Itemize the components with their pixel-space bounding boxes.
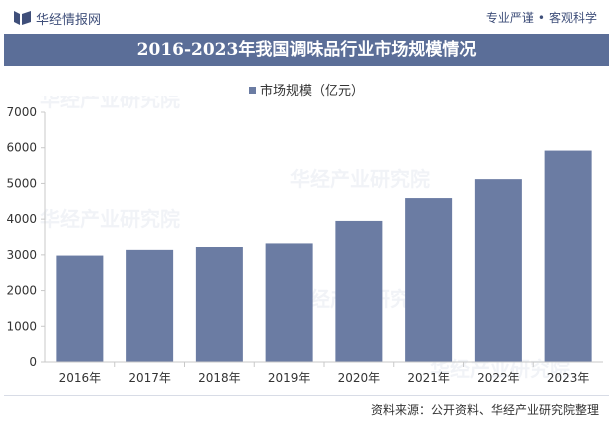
bar: [405, 198, 453, 362]
x-tick-label: 2020年: [338, 371, 381, 385]
y-tick-label: 4000: [6, 212, 37, 226]
x-tick-label: 2022年: [477, 371, 520, 385]
brand-name: 华经情报网: [36, 13, 102, 28]
y-tick-label: 7000: [6, 105, 37, 119]
bar: [126, 249, 174, 362]
watermark-text: 华经产业研究院: [290, 167, 430, 191]
y-tick-label: 1000: [6, 319, 37, 333]
x-axis: 2016年 2017年 2018年 2019年 2020年 2021年 2022年 2023年: [45, 361, 603, 385]
bar-chart: 华经产业研究院华经产业研究院华经产业研究院华经产业研究院华经产业研究院 0100…: [6, 96, 603, 385]
slogan-left: 专业严谨: [485, 11, 534, 25]
x-tick-label: 2021年: [407, 371, 450, 385]
x-tick-label: 2017年: [128, 371, 171, 385]
bar: [265, 243, 313, 362]
y-tick-label: 0: [29, 355, 37, 369]
x-tick-label: 2023年: [547, 371, 590, 385]
bar: [195, 247, 243, 362]
bar: [544, 150, 592, 362]
x-tick-label: 2018年: [198, 371, 241, 385]
legend: 市场规模（亿元）: [0, 80, 613, 99]
chart-title: 2016-2023年我国调味品行业市场规模情况: [4, 34, 609, 66]
legend-swatch: [248, 87, 256, 94]
footer-divider: [4, 395, 609, 396]
y-axis: 0 1000 2000 3000 4000 5000 6000 7000: [6, 105, 46, 369]
y-tick-label: 3000: [6, 248, 37, 262]
bar: [335, 220, 383, 362]
logo-icon: [14, 11, 31, 25]
y-tick-label: 6000: [6, 141, 37, 155]
bars: [56, 150, 592, 362]
y-tick-label: 2000: [6, 284, 37, 298]
watermark-text: 华经产业研究院: [40, 96, 180, 111]
bar: [474, 179, 522, 362]
y-tick-label: 5000: [6, 176, 37, 190]
slogan-separator: •: [537, 11, 545, 25]
x-tick-label: 2016年: [59, 371, 102, 385]
watermark-text: 华经产业研究院: [40, 207, 180, 231]
source-note: 资料来源：公开资料、华经产业研究院整理: [370, 403, 599, 417]
x-tick-label: 2019年: [268, 371, 311, 385]
slogan: 专业严谨 • 客观科学: [486, 9, 597, 26]
bar: [56, 255, 104, 362]
header-bar: 华经情报网 专业严谨 • 客观科学: [0, 0, 613, 33]
slogan-right: 客观科学: [548, 11, 597, 25]
legend-label: 市场规模（亿元）: [259, 84, 364, 99]
